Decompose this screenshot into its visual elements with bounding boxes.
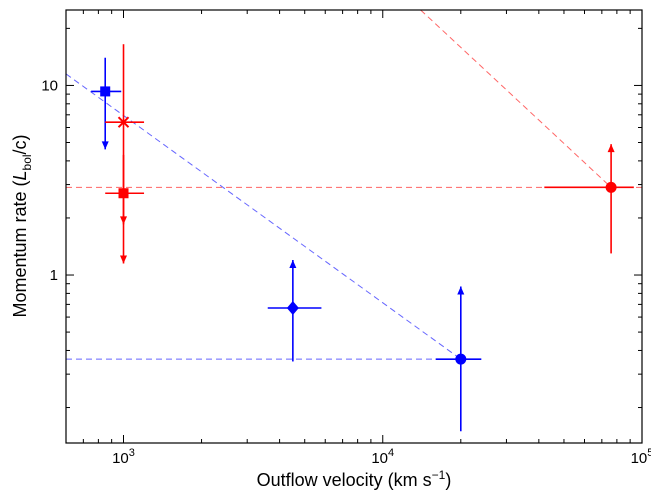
data-point-4 (435, 286, 482, 432)
y-tick-label: 1 (50, 267, 58, 284)
x-tick-label-exp: 3 (129, 447, 135, 459)
square-marker (100, 86, 111, 97)
x-tick-label-base: 10 (631, 450, 648, 467)
plot-frame (65, 9, 643, 444)
limit-arrow-head (101, 141, 109, 150)
circle-marker (605, 181, 617, 193)
circle-marker (455, 353, 467, 365)
data-points (91, 44, 634, 432)
x-tick-label-base: 10 (371, 450, 388, 467)
data-point-1 (105, 44, 145, 264)
limit-arrow-head (120, 216, 128, 225)
x-tick-label: 103 (112, 447, 135, 467)
x-tick-label-base: 10 (112, 450, 129, 467)
x-tick-label: 105 (631, 447, 651, 467)
data-point-0 (91, 57, 122, 150)
limit-arrow-head (289, 260, 297, 269)
data-point-5 (544, 144, 634, 254)
data-point-2 (105, 154, 145, 225)
reference-line-3 (420, 10, 612, 188)
x-axis-title: Outflow velocity (km s−1) (257, 468, 452, 490)
reference-lines (66, 10, 642, 360)
x-tick-label-exp: 5 (647, 447, 651, 459)
x-tick-label: 104 (371, 447, 394, 467)
limit-arrow-head (120, 255, 128, 264)
x-tick-label-exp: 4 (388, 447, 394, 459)
axis-ticks (65, 10, 643, 443)
square-marker (118, 188, 129, 199)
limit-arrow-head (607, 144, 615, 153)
x-marker-stroke (117, 116, 130, 128)
diamond-marker (286, 300, 299, 315)
limit-arrow-head (457, 286, 465, 295)
data-point-3 (267, 260, 322, 362)
y-axis-title: Momentum rate (Lbol/c) (10, 134, 34, 317)
y-tick-label: 10 (41, 77, 58, 94)
